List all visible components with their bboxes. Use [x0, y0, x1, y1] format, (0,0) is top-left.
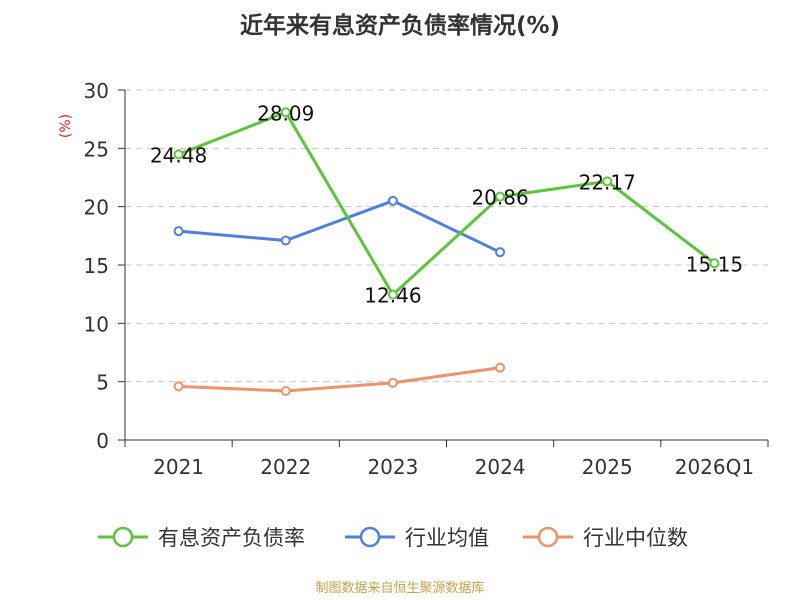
y-tick-label: 10	[84, 312, 109, 336]
data-point	[387, 377, 398, 388]
data-label: 20.86	[471, 186, 528, 210]
y-tick-label: 30	[84, 79, 109, 103]
gridlines	[125, 89, 768, 383]
series-lines	[173, 107, 720, 396]
data-label: 22.17	[579, 170, 636, 194]
data-point	[173, 226, 184, 237]
y-tick-label: 5	[96, 371, 109, 395]
data-point	[709, 258, 720, 269]
legend-label: 行业均值	[405, 526, 489, 550]
x-tick-label: 2025	[582, 455, 633, 479]
data-label: 12.46	[364, 284, 421, 308]
legend-marker	[359, 526, 381, 548]
y-tick-label: 15	[84, 254, 109, 278]
x-tick-label: 2023	[367, 455, 418, 479]
x-tick-label: 2021	[153, 455, 204, 479]
series-line	[178, 199, 501, 254]
data-point	[280, 235, 291, 246]
data-point	[602, 176, 613, 187]
data-label: 24.48	[150, 143, 207, 167]
source-note: 制图数据来自恒生聚源数据库	[315, 581, 485, 596]
chart-title: 近年来有息资产负债率情况(%)	[239, 13, 561, 39]
series-line	[178, 366, 501, 393]
legend-label: 行业中位数	[583, 526, 688, 550]
data-label: 15.15	[686, 252, 743, 276]
data-point	[495, 247, 506, 258]
x-tick-label: 2022	[260, 455, 311, 479]
legend-label: 有息资产负债率	[158, 526, 305, 550]
legend-marker	[537, 526, 559, 548]
data-point	[173, 381, 184, 392]
y-tick-label: 25	[84, 137, 109, 161]
x-tick-label: 2024	[475, 455, 526, 479]
data-point	[280, 107, 291, 118]
data-point	[280, 386, 291, 396]
y-tick-label: 20	[84, 196, 109, 220]
data-point	[495, 191, 506, 202]
legend-marker	[112, 526, 134, 548]
y-axis-title: (%)	[58, 114, 74, 138]
data-point	[387, 289, 398, 300]
legend: 有息资产负债率 行业均值 行业中位数	[98, 526, 688, 550]
series-line	[178, 110, 716, 297]
data-point	[495, 362, 506, 373]
data-point	[387, 195, 398, 206]
data-point	[173, 149, 184, 160]
x-tick-label: 2026Q1	[675, 455, 754, 479]
data-label: 28.09	[257, 101, 314, 125]
y-tick-label: 0	[96, 429, 109, 453]
data-labels: 24.48 28.09 12.46 20.86 22.17 15.15	[150, 101, 743, 307]
